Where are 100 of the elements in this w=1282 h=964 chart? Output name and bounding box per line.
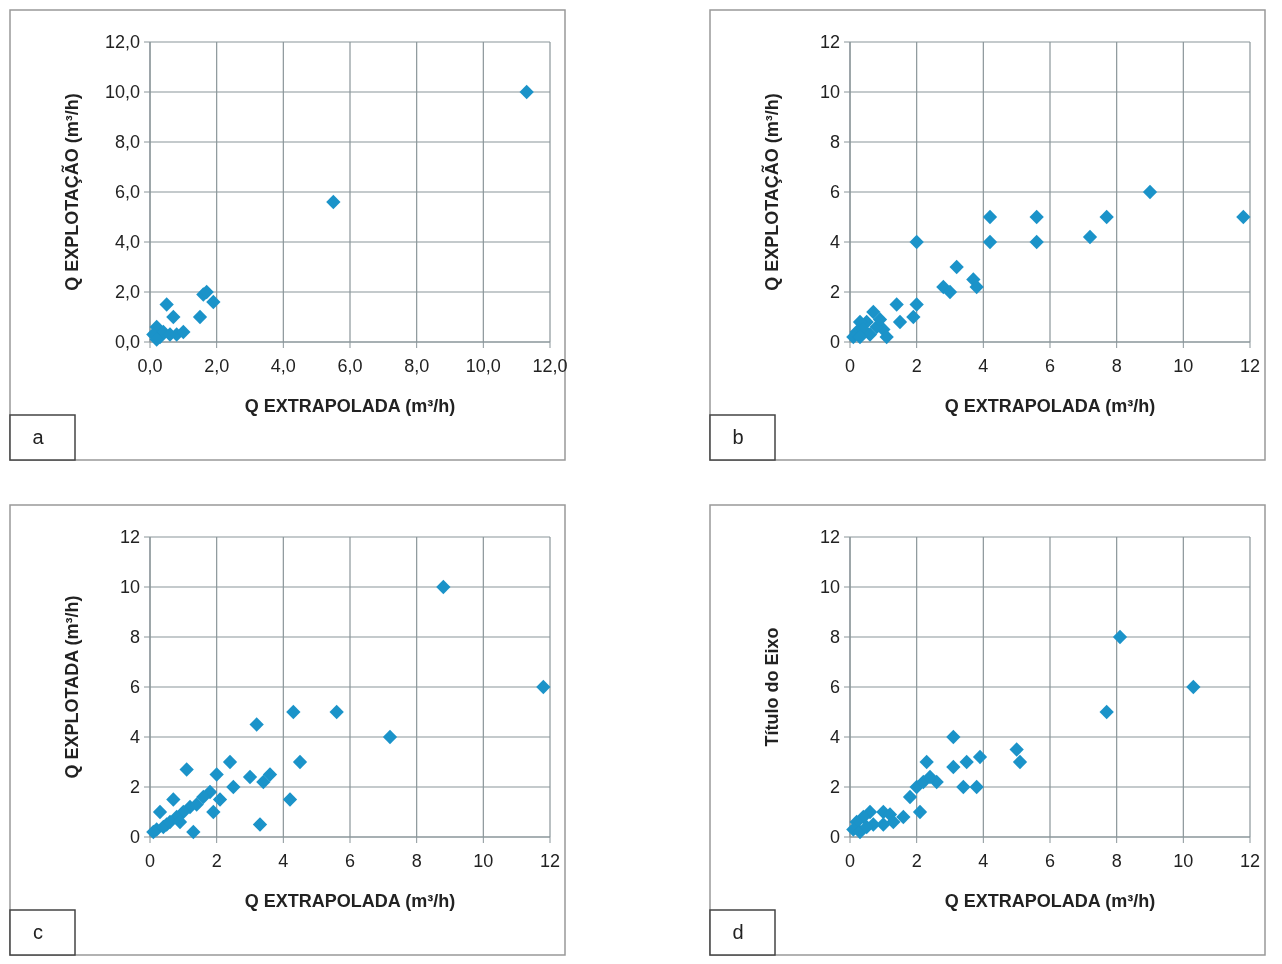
y-tick-label: 2,0 <box>114 282 140 303</box>
x-tick-label: 0 <box>844 356 856 376</box>
x-axis-title: Q EXTRAPOLADA (m³/h) <box>244 396 456 416</box>
x-tick-label: 6 <box>1044 851 1056 871</box>
y-tick-label: 4 <box>829 232 840 253</box>
point <box>1099 209 1114 225</box>
point <box>1186 679 1201 695</box>
point <box>382 729 398 745</box>
point <box>192 309 208 325</box>
text: a <box>32 426 45 448</box>
y-tick-label: 8,0 <box>114 132 140 153</box>
point <box>179 762 194 777</box>
point <box>206 804 221 820</box>
point <box>1112 629 1128 645</box>
point <box>1029 234 1044 250</box>
point <box>326 194 341 210</box>
y-tick-label: 10 <box>119 577 140 598</box>
y-tick-label: 12 <box>119 527 140 548</box>
point <box>249 717 264 732</box>
point <box>206 294 221 310</box>
point <box>282 792 298 807</box>
y-tick-label: 12 <box>819 527 840 548</box>
y-tick-label: 0,0 <box>114 332 140 353</box>
point <box>159 297 174 312</box>
x-tick-label: 4 <box>978 851 989 871</box>
text: c <box>33 921 43 943</box>
point <box>186 824 201 840</box>
point <box>896 809 911 825</box>
point <box>866 304 881 320</box>
y-tick-label: 2 <box>129 777 140 798</box>
y-tick-label: 0 <box>129 827 140 848</box>
y-tick-label: 0 <box>829 827 840 848</box>
y-tick-label: 10 <box>819 577 840 598</box>
y-axis-title: Título do Eixo <box>762 627 782 747</box>
y-tick-label: 4,0 <box>114 232 140 253</box>
x-tick-label: 4 <box>278 851 289 871</box>
point <box>292 754 308 770</box>
y-tick-label: 8 <box>829 627 840 648</box>
y-axis-title: Q EXPLOTAÇÃO (m³/h) <box>761 93 782 291</box>
point <box>536 679 551 695</box>
point <box>519 84 534 100</box>
point <box>972 749 988 765</box>
point <box>252 817 268 832</box>
x-tick-label: 12 <box>1239 851 1261 871</box>
point <box>879 329 894 345</box>
point <box>152 804 168 820</box>
point <box>919 754 934 770</box>
point <box>329 704 344 720</box>
point <box>212 792 228 807</box>
point <box>886 814 901 830</box>
x-tick-label: 0 <box>144 851 156 871</box>
point <box>912 804 928 820</box>
x-tick-label: 10 <box>1173 356 1194 376</box>
x-tick-label: 0 <box>844 851 856 871</box>
y-tick-label: 10,0 <box>104 82 140 103</box>
point <box>946 759 961 775</box>
point <box>946 729 961 745</box>
x-tick-label: 10 <box>1173 851 1194 871</box>
point <box>892 314 908 330</box>
point <box>859 819 874 835</box>
y-axis-title: Q EXPLOTADA (m³/h) <box>62 595 82 779</box>
point <box>222 754 238 770</box>
point <box>166 792 181 807</box>
y-tick-label: 0 <box>829 332 840 353</box>
x-tick-label: 2 <box>211 851 222 871</box>
x-tick-label: 10 <box>473 851 494 871</box>
point <box>262 767 278 782</box>
point <box>436 579 451 595</box>
x-tick-label: 6,0 <box>337 356 363 376</box>
x-tick-label: 12 <box>1239 356 1261 376</box>
point <box>982 209 998 225</box>
point <box>1029 209 1044 225</box>
point <box>906 309 921 325</box>
point <box>889 297 904 312</box>
x-tick-label: 12,0 <box>532 356 568 376</box>
x-tick-label: 8,0 <box>404 356 430 376</box>
text: d <box>732 921 744 943</box>
point <box>1236 209 1251 225</box>
point <box>909 234 924 250</box>
x-axis-title: Q EXTRAPOLADA (m³/h) <box>244 891 456 911</box>
y-tick-label: 10 <box>819 82 840 103</box>
x-tick-label: 8 <box>1111 851 1122 871</box>
y-tick-label: 4 <box>129 727 140 748</box>
x-tick-label: 2 <box>911 356 922 376</box>
point <box>922 769 938 785</box>
y-tick-label: 6 <box>829 677 840 698</box>
y-tick-label: 6,0 <box>114 182 140 203</box>
y-tick-label: 6 <box>829 182 840 203</box>
point <box>959 754 974 770</box>
point <box>982 234 998 250</box>
point <box>909 297 924 312</box>
point <box>969 779 984 795</box>
y-tick-label: 8 <box>129 627 140 648</box>
x-tick-label: 2,0 <box>204 356 230 376</box>
point <box>209 767 224 782</box>
x-tick-label: 4,0 <box>270 356 296 376</box>
x-axis-title: Q EXTRAPOLADA (m³/h) <box>944 891 1156 911</box>
x-tick-label: 2 <box>911 851 922 871</box>
y-tick-label: 6 <box>129 677 140 698</box>
x-tick-label: 12 <box>539 851 561 871</box>
